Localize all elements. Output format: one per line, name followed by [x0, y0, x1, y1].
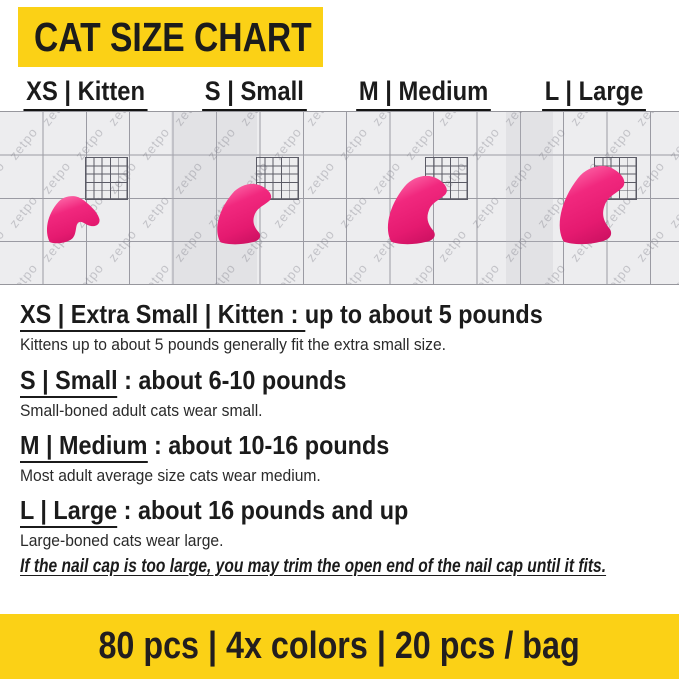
size-header-l-label: L | Large: [542, 76, 646, 112]
section-heading: M | Medium : about 10-16 pounds: [20, 430, 390, 463]
watermark-text: zetpo: [138, 124, 173, 163]
watermark-text: zetpo: [0, 158, 8, 197]
size-header-xs-label: XS | Kitten: [23, 76, 149, 112]
watermark-text: zetpo: [6, 124, 41, 163]
section-heading-underlined: XS | Extra Small | Kitten :: [20, 299, 305, 332]
size-grid: zetpo zetpo zetpo zetpo zetpo zetpo zetpo zetpo…: [0, 111, 679, 285]
size-header-m: M | Medium: [339, 76, 509, 112]
watermark-text: zetpo: [468, 124, 503, 163]
trim-note: If the nail cap is too large, you may tr…: [20, 556, 607, 577]
section-heading-rest: up to about 5 pounds: [304, 299, 543, 329]
size-header-s: S | Small: [169, 76, 339, 112]
section-description: Large-boned cats wear large.: [20, 530, 224, 550]
watermark-text: zetpo: [435, 112, 469, 129]
watermark-text: zetpo: [105, 112, 139, 129]
watermark-text: zetpo: [270, 260, 305, 285]
watermark-text: zetpo: [633, 112, 667, 129]
section-heading-rest: : about 16 pounds and up: [117, 495, 409, 525]
section-heading: S | Small : about 6-10 pounds: [20, 365, 347, 398]
watermark-text: zetpo: [336, 124, 371, 163]
section-l: L | Large : about 16 pounds and up Large…: [20, 495, 451, 551]
watermark-text: zetpo: [6, 260, 41, 285]
footer-banner: 80 pcs | 4x colors | 20 pcs / bag: [0, 614, 679, 679]
section-heading: XS | Extra Small | Kitten : up to about …: [20, 299, 543, 332]
watermark-text: zetpo: [666, 124, 679, 163]
fine-grid-xs: [85, 157, 128, 200]
page-title: CAT SIZE CHART: [34, 13, 312, 60]
section-heading: L | Large : about 16 pounds and up: [20, 495, 409, 528]
section-heading-rest: : about 10-16 pounds: [147, 430, 390, 460]
watermark-text: zetpo: [303, 158, 338, 197]
watermark-text: zetpo: [303, 112, 337, 129]
section-heading-underlined: S | Small: [20, 365, 118, 398]
watermark-text: zetpo: [369, 112, 403, 129]
watermark-text: zetpo: [6, 192, 41, 231]
watermark-text: zetpo: [666, 260, 679, 285]
section-heading-underlined: L | Large: [20, 495, 118, 528]
nail-cap-s-image: [217, 183, 272, 245]
nail-cap-xs-image: [47, 196, 100, 244]
watermark-text: zetpo: [336, 192, 371, 231]
size-header-m-label: M | Medium: [356, 76, 492, 112]
watermark-text: zetpo: [567, 112, 601, 129]
watermark-text: zetpo: [666, 192, 679, 231]
footer-text: 80 pcs | 4x colors | 20 pcs / bag: [98, 625, 581, 667]
section-heading-underlined: M | Medium: [20, 430, 148, 463]
section-s: S | Small : about 6-10 pounds Small-bone…: [20, 365, 383, 421]
section-heading-rest: : about 6-10 pounds: [117, 365, 347, 395]
section-description: Kittens up to about 5 pounds generally f…: [20, 334, 447, 354]
watermark-text: zetpo: [72, 260, 107, 285]
watermark-text: zetpo: [303, 226, 338, 265]
watermark-text: zetpo: [39, 112, 73, 129]
nail-cap-m-image: [387, 175, 447, 245]
watermark-text: zetpo: [105, 226, 140, 265]
size-header-s-label: S | Small: [201, 76, 307, 112]
grid-shade: [506, 112, 553, 284]
watermark-text: zetpo: [468, 192, 503, 231]
section-description: Most adult average size cats wear medium…: [20, 465, 321, 485]
watermark-text: zetpo: [402, 260, 437, 285]
nail-cap-l-image: [559, 165, 625, 245]
section-xs: XS | Extra Small | Kitten : up to about …: [20, 299, 601, 355]
watermark-text: zetpo: [600, 260, 635, 285]
size-header-l: L | Large: [509, 76, 679, 112]
watermark-text: zetpo: [336, 260, 371, 285]
section-m: M | Medium : about 10-16 pounds Most adu…: [20, 430, 430, 486]
title-banner: CAT SIZE CHART: [18, 7, 323, 67]
watermark-text: zetpo: [468, 260, 503, 285]
watermark-text: zetpo: [0, 112, 8, 129]
section-description: Small-boned adult cats wear small.: [20, 400, 263, 420]
size-header-xs: XS | Kitten: [1, 76, 171, 112]
watermark-text: zetpo: [138, 192, 173, 231]
watermark-text: zetpo: [138, 260, 173, 285]
watermark-text: zetpo: [0, 226, 8, 265]
